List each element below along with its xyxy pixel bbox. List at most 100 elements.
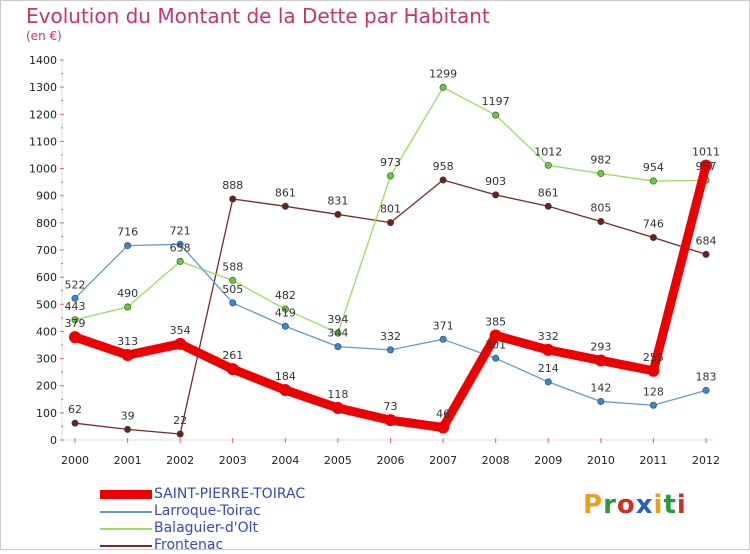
data-point bbox=[121, 349, 134, 362]
data-label: 716 bbox=[117, 226, 138, 239]
legend-swatch bbox=[100, 490, 152, 499]
data-label: 142 bbox=[590, 381, 611, 394]
legend-label: Larroque-Toirac bbox=[154, 503, 261, 519]
data-label: 214 bbox=[538, 362, 559, 375]
logo-letter: P bbox=[583, 490, 604, 520]
data-label: 385 bbox=[485, 316, 506, 329]
data-label: 46 bbox=[436, 408, 450, 421]
y-tick-label: 1200 bbox=[29, 108, 57, 121]
data-label: 954 bbox=[643, 161, 664, 174]
data-label: 301 bbox=[485, 338, 506, 351]
y-tick-label: 400 bbox=[36, 325, 57, 338]
series-saint-pierre-toirac bbox=[69, 159, 712, 434]
data-label: 443 bbox=[65, 300, 86, 313]
data-label: 293 bbox=[590, 340, 611, 353]
y-tick-label: 1000 bbox=[29, 163, 57, 176]
data-label: 958 bbox=[433, 160, 454, 173]
data-point bbox=[492, 354, 500, 362]
data-labels-layer: 62 39 22 888 861 831 801 958 903 861 805 746 684 443 4… bbox=[65, 67, 721, 427]
data-label: 801 bbox=[380, 203, 401, 216]
series-frontenac bbox=[71, 176, 710, 438]
y-tick-label: 100 bbox=[36, 407, 57, 420]
y-tick-label: 800 bbox=[36, 217, 57, 230]
data-point bbox=[544, 378, 552, 386]
proxiti-logo: Proxiti bbox=[583, 490, 687, 520]
data-label: 332 bbox=[380, 330, 401, 343]
data-label: 505 bbox=[222, 283, 243, 296]
legend-label: Balaguier-d'Olt bbox=[154, 520, 258, 536]
data-point bbox=[334, 329, 342, 337]
data-label: 588 bbox=[222, 260, 243, 273]
data-label: 1011 bbox=[692, 146, 720, 159]
data-label: 522 bbox=[65, 278, 86, 291]
data-point bbox=[492, 191, 500, 199]
data-point bbox=[229, 299, 237, 307]
data-point bbox=[649, 177, 657, 185]
data-point bbox=[281, 305, 289, 313]
data-point bbox=[647, 364, 660, 377]
series-line-frontenac bbox=[74, 179, 707, 435]
data-label: 861 bbox=[275, 186, 296, 199]
data-label: 73 bbox=[384, 400, 398, 413]
data-point bbox=[542, 343, 555, 356]
data-point bbox=[700, 159, 712, 172]
data-label: 903 bbox=[485, 175, 506, 188]
legend-swatch bbox=[100, 511, 152, 513]
data-label: 861 bbox=[538, 186, 559, 199]
data-label: 805 bbox=[590, 202, 611, 215]
x-tick-label: 2008 bbox=[482, 454, 510, 467]
data-label: 888 bbox=[222, 179, 243, 192]
data-label: 482 bbox=[275, 289, 296, 302]
data-label: 184 bbox=[275, 370, 296, 383]
x-tick-label: 2006 bbox=[377, 454, 405, 467]
data-point bbox=[124, 242, 132, 250]
y-tick-label: 1300 bbox=[29, 81, 57, 94]
data-point bbox=[229, 276, 237, 284]
chart-axes: 0 100 200 300 400 500 600 700 800 900 1000 1100 1200… bbox=[29, 54, 720, 467]
legend-label: SAINT-PIERRE-TOIRAC bbox=[154, 486, 306, 502]
data-label: 344 bbox=[327, 327, 348, 340]
data-label: 490 bbox=[117, 287, 138, 300]
x-tick-label: 2004 bbox=[271, 454, 299, 467]
data-label: 62 bbox=[68, 403, 82, 416]
data-label: 379 bbox=[65, 317, 86, 330]
data-point bbox=[174, 337, 187, 350]
data-label: 721 bbox=[170, 224, 191, 237]
data-point bbox=[594, 354, 607, 367]
data-point bbox=[229, 195, 237, 203]
data-label: 684 bbox=[696, 234, 717, 247]
data-point bbox=[597, 218, 605, 226]
data-point bbox=[124, 425, 132, 433]
series-balaguier-d-olt bbox=[71, 83, 710, 337]
data-point bbox=[649, 401, 657, 409]
x-tick-label: 2007 bbox=[429, 454, 457, 467]
data-point bbox=[71, 294, 79, 302]
logo-letter: i bbox=[653, 490, 664, 520]
legend-swatch bbox=[100, 528, 152, 530]
y-tick-label: 300 bbox=[36, 353, 57, 366]
data-point bbox=[279, 384, 292, 397]
data-point bbox=[334, 343, 342, 351]
data-point bbox=[334, 210, 342, 218]
data-point bbox=[124, 303, 132, 311]
logo-letter: t bbox=[663, 490, 677, 520]
data-label: 118 bbox=[327, 388, 348, 401]
data-point bbox=[71, 419, 79, 427]
x-tick-label: 2001 bbox=[114, 454, 142, 467]
data-label: 255 bbox=[643, 351, 664, 364]
data-label: 261 bbox=[222, 349, 243, 362]
x-tick-label: 2000 bbox=[61, 454, 89, 467]
x-tick-label: 2002 bbox=[166, 454, 194, 467]
data-point bbox=[492, 111, 500, 119]
data-label: 1299 bbox=[429, 67, 457, 80]
data-label: 354 bbox=[170, 324, 191, 337]
data-label: 394 bbox=[327, 313, 348, 326]
data-label: 39 bbox=[121, 409, 135, 422]
data-point bbox=[331, 401, 344, 414]
x-tick-label: 2005 bbox=[324, 454, 352, 467]
y-tick-label: 1100 bbox=[29, 135, 57, 148]
data-label: 1197 bbox=[482, 95, 510, 108]
data-point bbox=[226, 363, 239, 376]
